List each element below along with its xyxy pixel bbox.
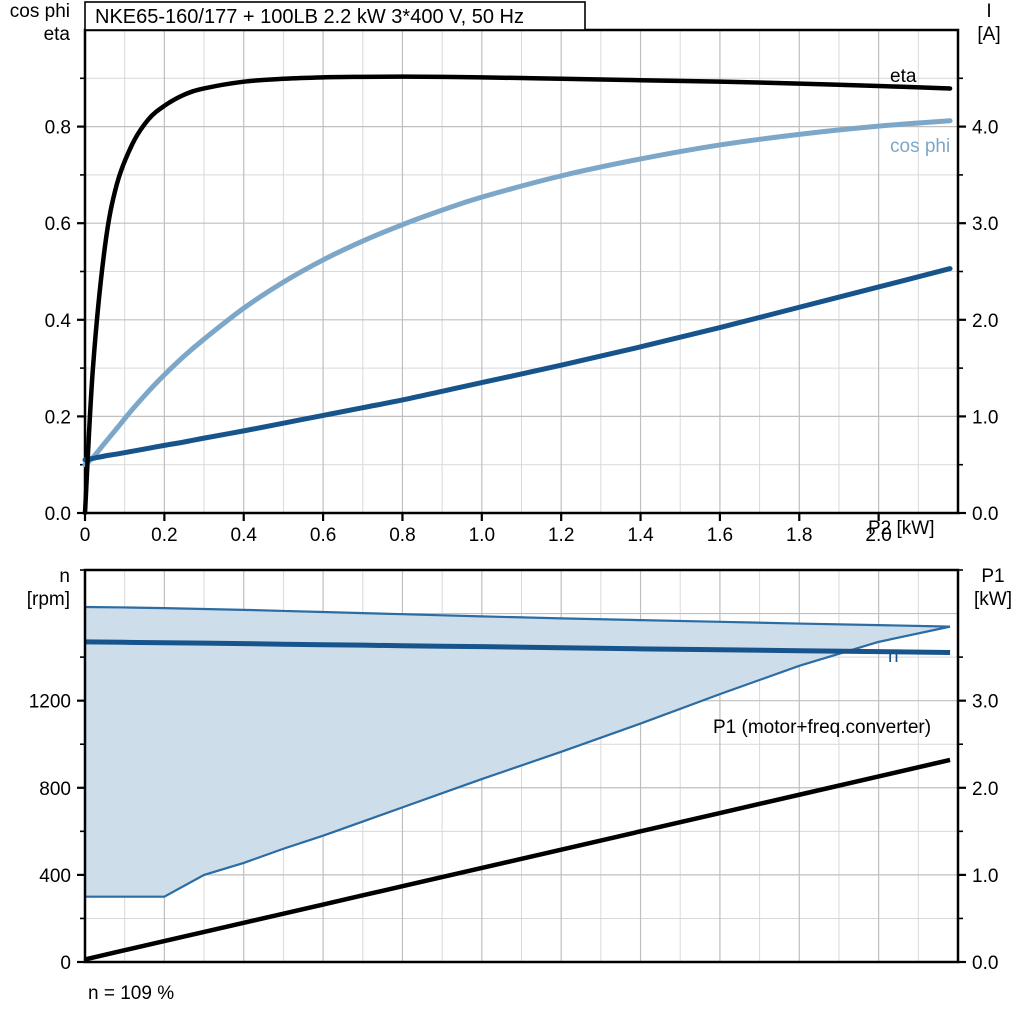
top-x-tick-label: 1.8 — [786, 525, 812, 546]
top-x-tick-label: 1.6 — [707, 525, 733, 546]
speed-band-lower-edge — [85, 625, 951, 898]
top-right-tick-label: 4.0 — [972, 118, 998, 139]
bottom-chart-left-tick-labels: 0 400 800 1200 — [29, 569, 85, 974]
chart-title: NKE65-160/177 + 100LB 2.2 kW 3*400 V, 50… — [95, 6, 524, 28]
speed-range-band — [85, 607, 951, 897]
top-chart: NKE65-160/177 + 100LB 2.2 kW 3*400 V, 50… — [10, 1, 1001, 546]
top-right-tick-label: 1.0 — [972, 407, 998, 428]
top-right-axis-title-line2: [A] — [977, 24, 1000, 45]
cos-phi-curve — [82, 118, 953, 468]
cos-phi-curve-label: cos phi — [890, 136, 950, 157]
eta-curve — [82, 74, 953, 516]
top-x-tick-label: 0 — [80, 525, 91, 546]
top-x-tick-label: 1.2 — [548, 525, 574, 546]
top-x-tick-label: 0.4 — [231, 525, 258, 546]
p1-power-curve — [84, 757, 951, 962]
top-left-tick-label: 0.8 — [45, 118, 71, 139]
top-x-tick-label: 1.4 — [627, 525, 654, 546]
top-left-tick-label: 0.6 — [45, 214, 71, 235]
top-chart-left-tick-labels: 0.0 0.2 0.4 0.6 0.8 — [45, 77, 85, 525]
top-left-tick-label: 0.0 — [45, 504, 71, 525]
n-curve-label: n — [888, 646, 899, 667]
top-right-tick-label: 2.0 — [972, 311, 998, 332]
speed-percent-note: n = 109 % — [88, 983, 174, 1004]
bottom-chart-right-tick-labels: 0.0 1.0 2.0 3.0 — [958, 569, 998, 974]
speed-band-upper-edge — [84, 605, 951, 628]
speed-curve — [84, 639, 951, 656]
bottom-left-tick-label: 400 — [39, 866, 71, 887]
bottom-right-tick-label: 2.0 — [972, 779, 998, 800]
eta-curve-label: eta — [890, 66, 917, 87]
top-chart-right-tick-labels: 0.0 1.0 2.0 3.0 4.0 — [958, 77, 998, 525]
bottom-left-axis-title-line1: n — [59, 566, 70, 587]
top-chart-minor-gridlines — [85, 30, 958, 513]
bottom-left-tick-label: 0 — [60, 953, 71, 974]
bottom-right-tick-label: 3.0 — [972, 692, 998, 713]
top-right-tick-label: 0.0 — [972, 504, 998, 525]
bottom-right-axis-title-line1: P1 — [981, 566, 1004, 587]
bottom-chart-frame — [83, 568, 960, 964]
bottom-right-tick-label: 1.0 — [972, 866, 998, 887]
top-x-tick-label: 0.2 — [151, 525, 177, 546]
bottom-left-axis-title-line2: [rpm] — [27, 589, 70, 610]
top-left-tick-label: 0.4 — [45, 311, 72, 332]
top-left-axis-title-line1: cos phi — [10, 1, 70, 22]
top-chart-x-axis-title: P2 [kW] — [868, 518, 935, 539]
top-x-tick-label: 0.8 — [389, 525, 415, 546]
bottom-left-tick-label: 1200 — [29, 692, 71, 713]
top-chart-x-tick-labels: 0 0.2 0.4 0.6 0.8 1.0 1.2 1.4 1.6 1.8 2.0 — [80, 513, 892, 546]
title-box — [84, 1, 586, 31]
p1-curve-label: P1 (motor+freq.converter) — [713, 717, 931, 738]
bottom-right-tick-label: 0.0 — [972, 953, 998, 974]
top-left-tick-label: 0.2 — [45, 407, 71, 428]
current-curve — [82, 266, 953, 463]
top-x-tick-label: 2.0 — [865, 525, 891, 546]
bottom-right-axis-title-line2: [kW] — [974, 589, 1012, 610]
top-left-axis-title-line2: eta — [44, 24, 71, 45]
top-right-axis-title-line1: I — [986, 1, 991, 22]
top-right-tick-label: 3.0 — [972, 214, 998, 235]
top-x-tick-label: 1.0 — [469, 525, 495, 546]
bottom-left-tick-label: 800 — [39, 779, 71, 800]
bottom-chart: n [rpm] P1 [kW] 0 400 800 1200 0.0 1.0 2.0 3.0… — [27, 566, 1012, 1004]
top-x-tick-label: 0.6 — [310, 525, 336, 546]
